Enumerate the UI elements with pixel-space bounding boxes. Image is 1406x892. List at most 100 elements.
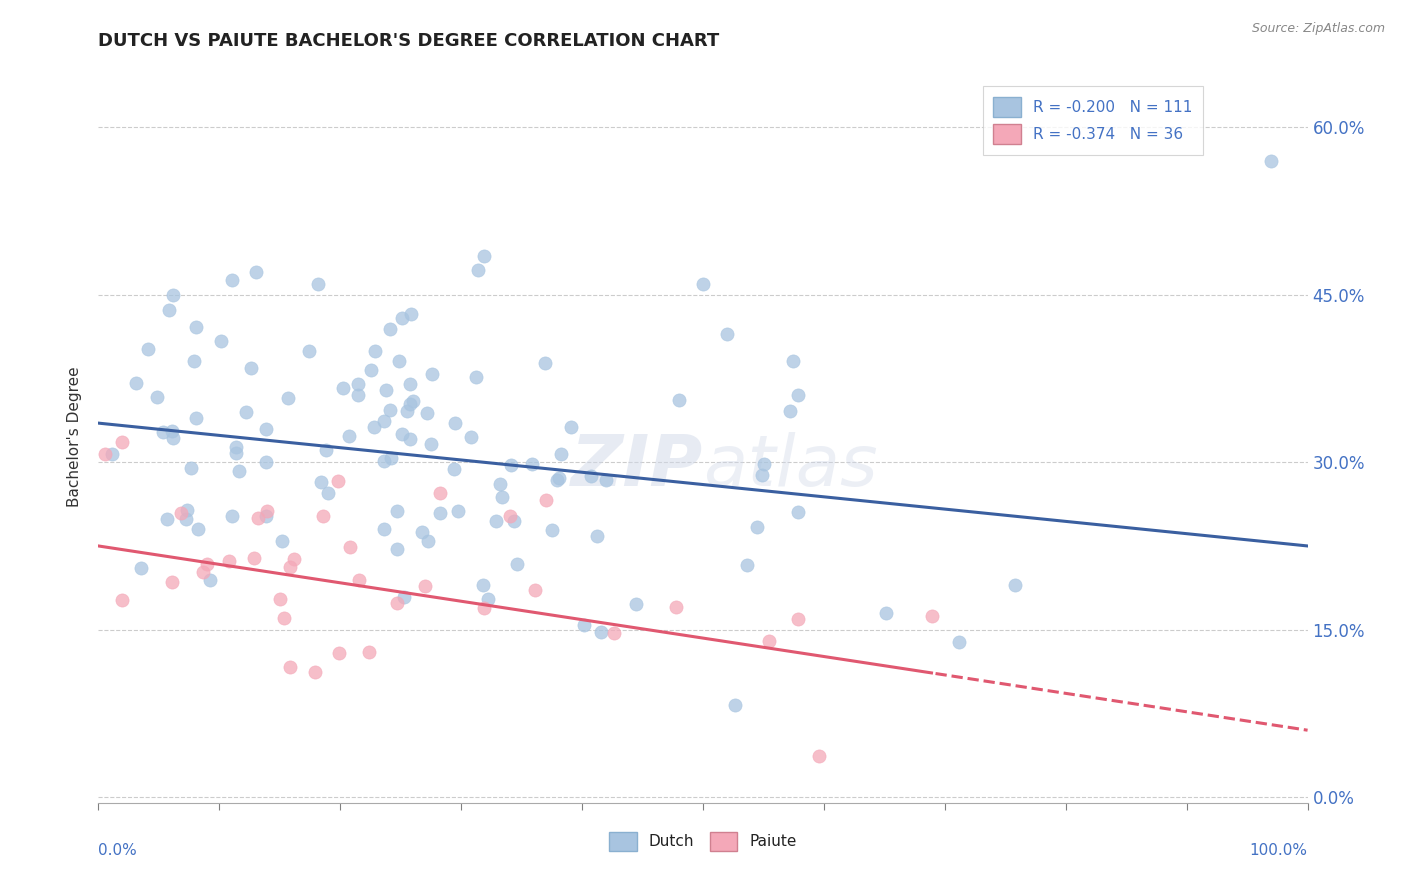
Point — [360, 363, 382, 377]
Point — [332, 381, 354, 395]
Point — [328, 474, 350, 488]
Point — [716, 327, 738, 342]
Point — [467, 262, 489, 277]
Text: 0.0%: 0.0% — [98, 843, 138, 858]
Point — [534, 356, 557, 370]
Point — [184, 319, 207, 334]
Point — [316, 485, 339, 500]
Point — [524, 583, 547, 598]
Point — [429, 506, 451, 520]
Point — [1260, 153, 1282, 168]
Point — [745, 519, 768, 533]
Point — [339, 540, 361, 554]
Point — [413, 579, 436, 593]
Point — [416, 533, 439, 548]
Y-axis label: Bachelor's Degree: Bachelor's Degree — [67, 367, 83, 508]
Point — [420, 437, 443, 451]
Point — [375, 384, 398, 398]
Point — [162, 288, 184, 302]
Point — [786, 505, 808, 519]
Point — [420, 368, 443, 382]
Point — [460, 430, 482, 444]
Point — [309, 475, 332, 489]
Point — [416, 406, 439, 420]
Point — [136, 342, 159, 356]
Point — [221, 508, 243, 523]
Point — [254, 508, 277, 523]
Legend: Dutch, Paiute: Dutch, Paiute — [603, 825, 803, 857]
Point — [399, 377, 422, 392]
Point — [489, 477, 512, 491]
Point — [444, 416, 467, 430]
Point — [395, 404, 418, 418]
Point — [328, 646, 350, 660]
Point — [311, 509, 333, 524]
Point — [572, 618, 595, 632]
Point — [298, 344, 321, 359]
Text: 100.0%: 100.0% — [1250, 843, 1308, 858]
Point — [550, 447, 572, 461]
Point — [465, 370, 488, 384]
Point — [373, 454, 395, 468]
Point — [921, 608, 943, 623]
Point — [782, 354, 804, 368]
Point — [307, 277, 329, 291]
Point — [247, 510, 270, 524]
Point — [129, 560, 152, 574]
Point — [271, 534, 294, 549]
Point — [363, 344, 385, 359]
Point — [385, 542, 408, 557]
Point — [394, 590, 416, 604]
Point — [124, 376, 146, 390]
Point — [603, 625, 626, 640]
Point — [346, 387, 368, 401]
Point — [388, 354, 411, 368]
Text: atlas: atlas — [703, 432, 877, 500]
Point — [94, 447, 117, 461]
Text: DUTCH VS PAIUTE BACHELOR'S DEGREE CORRELATION CHART: DUTCH VS PAIUTE BACHELOR'S DEGREE CORREL… — [98, 32, 720, 50]
Point — [548, 471, 571, 485]
Point — [399, 397, 422, 411]
Point — [156, 512, 179, 526]
Point — [363, 420, 385, 434]
Point — [665, 600, 688, 615]
Point — [546, 473, 568, 487]
Point — [399, 307, 422, 321]
Point — [225, 446, 247, 460]
Point — [273, 611, 295, 625]
Point — [221, 273, 243, 287]
Point — [735, 558, 758, 572]
Point — [157, 303, 180, 318]
Point — [225, 440, 247, 454]
Point — [472, 577, 495, 591]
Point — [692, 277, 714, 291]
Text: Source: ZipAtlas.com: Source: ZipAtlas.com — [1251, 22, 1385, 36]
Point — [586, 528, 609, 542]
Point — [503, 514, 526, 528]
Point — [346, 377, 368, 392]
Point — [239, 361, 262, 376]
Point — [786, 388, 808, 402]
Point — [758, 634, 780, 648]
Point — [443, 462, 465, 476]
Point — [357, 645, 380, 659]
Point — [245, 265, 267, 279]
Point — [1004, 577, 1026, 591]
Point — [948, 634, 970, 648]
Point — [278, 660, 301, 674]
Point — [491, 490, 513, 504]
Point — [162, 574, 184, 589]
Point — [193, 565, 215, 579]
Point — [152, 425, 174, 439]
Point — [520, 457, 543, 471]
Point — [186, 410, 208, 425]
Point — [787, 612, 810, 626]
Point — [187, 522, 209, 536]
Text: ZIP: ZIP — [571, 432, 703, 500]
Point — [391, 311, 413, 326]
Point — [269, 591, 291, 606]
Point — [385, 504, 408, 518]
Point — [315, 442, 337, 457]
Point — [183, 353, 205, 368]
Point — [218, 554, 240, 568]
